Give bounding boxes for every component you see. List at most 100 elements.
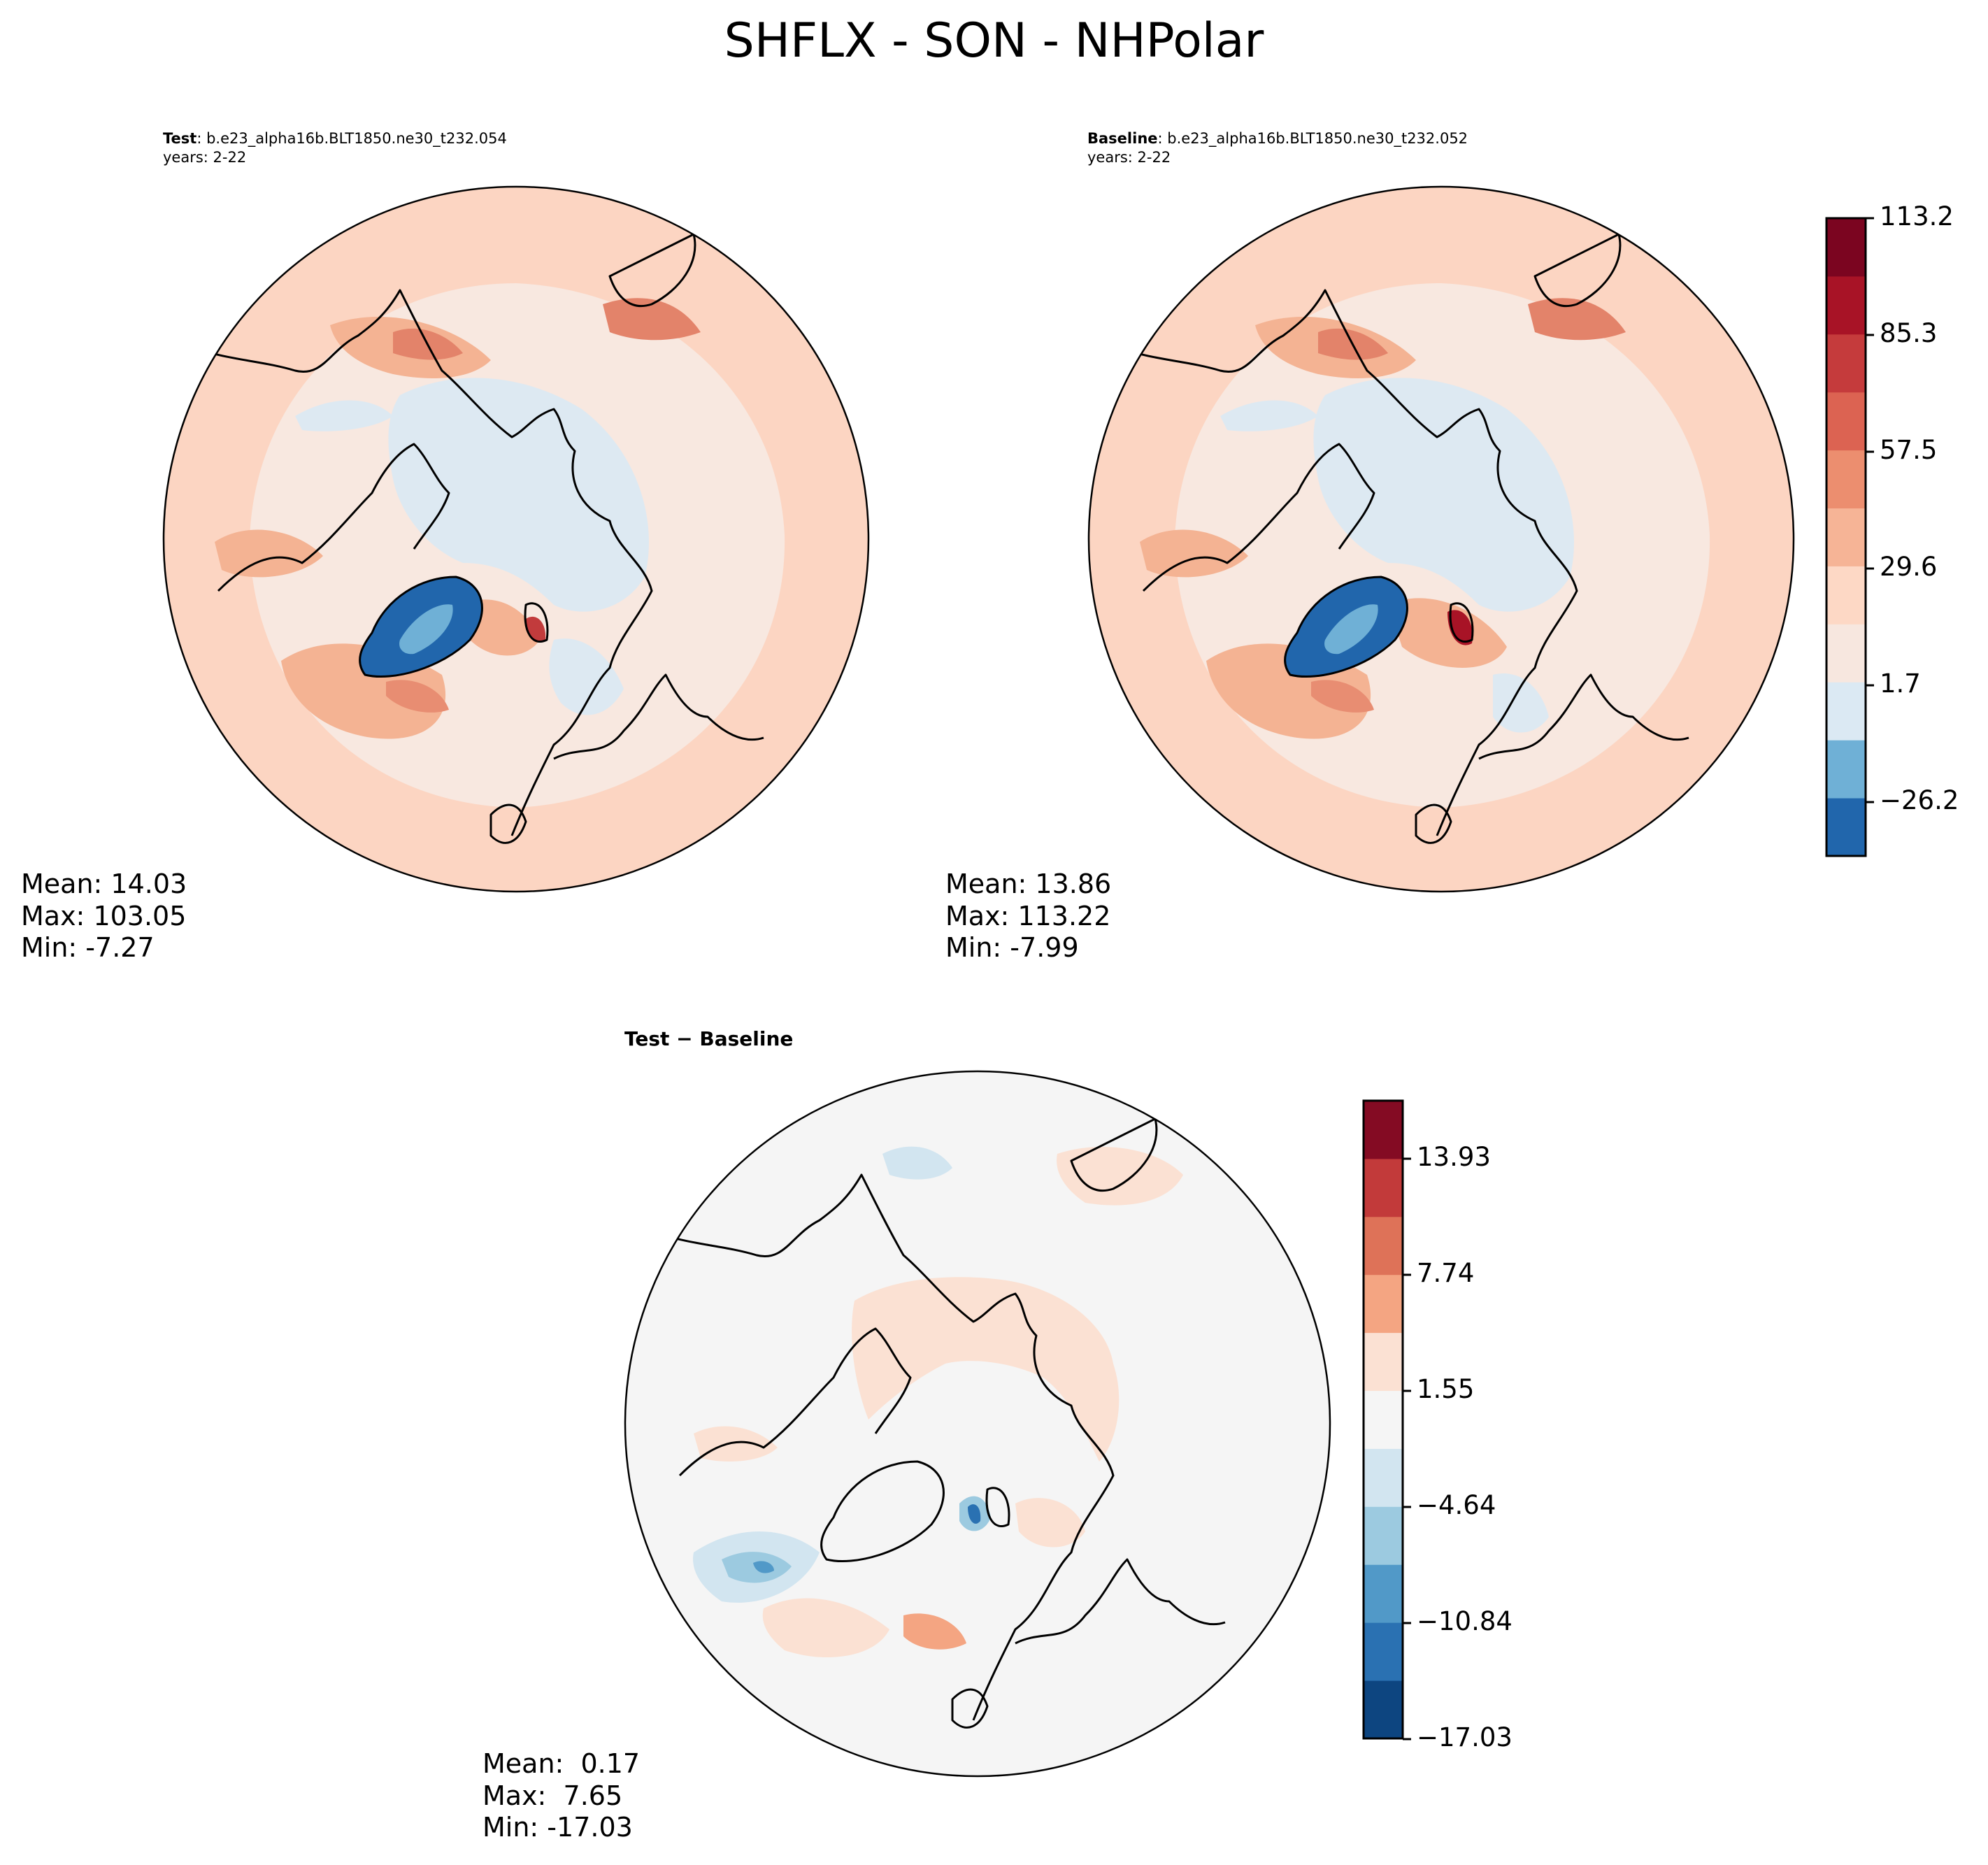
test-stat-mean: Mean: 14.03 [21,869,187,899]
difference-stat-mean: Mean: 0.17 [482,1748,641,1779]
baseline-warm-patch-hudson [1140,529,1248,578]
test-coast-uk [489,803,527,844]
colorbar-segment [1364,1158,1403,1217]
test-coast-alaska [608,233,696,308]
test-polar-map [162,185,870,893]
test-cool-patch-siberia [295,400,393,431]
colorbar-segment [1364,1564,1403,1623]
baseline-case-name: : b.e23_alpha16b.BLT1850.ne30_t232.052 [1157,130,1468,147]
test-cool-patch-europe [549,638,624,715]
test-coast-asia [189,289,653,836]
baseline-coast-europe [1478,673,1689,760]
difference-colorbar-tick-label: −4.64 [1417,1490,1496,1520]
baseline-polar-map [1087,185,1795,893]
colorbar-segment [1364,1390,1403,1449]
baseline-warm-patch-labrador [1311,680,1374,713]
difference-ocean-field [625,1071,1330,1776]
difference-coast-uk [951,1688,989,1729]
difference-stat-min: Min: -17.03 [482,1812,633,1843]
test-coast-europe [553,673,764,760]
baseline-cool-patch-europe [1493,673,1549,733]
test-coast-svalbard [524,602,549,643]
difference-stats: Mean: 0.17 Max: 7.65 Min: -17.03 [482,1748,640,1844]
main-colorbar-tick-label: −26.2 [1880,785,1959,815]
baseline-coast-america [1142,443,1375,592]
test-coast-america [217,443,450,592]
difference-polar-map [624,1070,1331,1778]
baseline-warm-patch-bering [1528,298,1626,341]
test-stats: Mean: 14.03 Max: 103.05 Min: -7.27 [21,869,187,964]
main-colorbar [1825,217,1874,857]
colorbar-segment [1826,566,1866,624]
test-arctic-cool-field [388,378,649,612]
baseline-coast-uk [1415,803,1452,844]
figure-title: SHFLX - SON - NHPolar [724,13,1264,69]
baseline-panel-header: Baseline: b.e23_alpha16b.BLT1850.ne30_t2… [1087,129,1468,168]
baseline-coast-alaska [1533,233,1622,308]
difference-coast-greenland [820,1460,945,1562]
test-greenland-inner [399,604,453,655]
baseline-stats: Mean: 13.86 Max: 113.22 Min: -7.99 [945,869,1111,964]
colorbar-segment [1826,218,1866,277]
baseline-label: Baseline [1087,130,1158,147]
main-colorbar-tick-label: 57.5 [1880,435,1938,465]
colorbar-segment [1826,508,1866,566]
test-label: Test [163,130,197,147]
baseline-stat-max: Max: 113.22 [945,900,1111,931]
main-colorbar-tick-label: 29.6 [1880,552,1938,582]
difference-cool-core-greenland [753,1561,774,1573]
difference-colorbar-tick-label: 1.55 [1417,1374,1475,1404]
difference-colorbar-tick-label: 13.93 [1417,1142,1491,1172]
colorbar-segment [1826,450,1866,509]
colorbar-segment [1364,1101,1403,1159]
baseline-arctic-cool-field [1313,378,1574,612]
test-panel-header: Test: b.e23_alpha16b.BLT1850.ne30_t232.0… [163,129,507,168]
difference-coast-svalbard [985,1487,1010,1527]
difference-colorbar [1362,1099,1411,1741]
baseline-coast-greenland [1284,576,1408,678]
colorbar-segment [1826,740,1866,799]
test-warm-patch-bering [603,298,701,341]
difference-stat-max: Max: 7.65 [482,1780,623,1811]
baseline-stat-min: Min: -7.99 [945,932,1079,964]
colorbar-segment [1826,682,1866,741]
difference-coast-asia [651,1173,1115,1721]
difference-panel-title: Test − Baseline [624,1027,794,1050]
difference-warm-patch-barents [1015,1498,1085,1548]
colorbar-segment [1826,798,1866,857]
test-coast-greenland [359,576,483,678]
test-years: years: 2-22 [163,149,247,166]
main-colorbar-tick-label: 113.2 [1880,201,1954,231]
colorbar-segment [1364,1274,1403,1334]
difference-coast-america [678,1327,912,1477]
baseline-greenland-inner [1324,604,1378,655]
difference-warm-patch-atlantic [762,1598,889,1657]
baseline-years: years: 2-22 [1087,149,1171,166]
colorbar-segment [1826,392,1866,451]
colorbar-segment [1364,1216,1403,1276]
difference-coast-alaska [1070,1117,1158,1192]
difference-cool-patch-siberia [694,1694,743,1734]
colorbar-segment [1364,1506,1403,1565]
colorbar-segment [1364,1680,1403,1739]
test-stat-max: Max: 103.05 [21,900,187,931]
test-warm-patch-labrador [386,680,449,713]
colorbar-segment [1364,1448,1403,1507]
difference-warm-patch-arctic-rim [852,1277,1120,1462]
colorbar-segment [1364,1332,1403,1392]
difference-warm-patch-iceland [903,1613,966,1650]
colorbar-segment [1826,334,1866,393]
difference-cool-core-barents [968,1504,981,1524]
baseline-hotspot-barents [1447,610,1473,645]
test-warm-patch-hudson [215,529,323,578]
baseline-map-frame [1087,185,1795,893]
difference-coast-europe [1015,1558,1226,1645]
difference-warm-patch-hudson [694,1426,778,1462]
main-colorbar-tick-label: 85.3 [1880,318,1938,348]
baseline-coast-asia [1115,289,1578,836]
difference-warm-patch-north [1057,1147,1183,1206]
baseline-warm-patch-barents [1388,598,1507,668]
baseline-coast-svalbard [1449,602,1474,643]
baseline-stat-mean: Mean: 13.86 [945,869,1112,899]
difference-map-frame [624,1070,1331,1778]
